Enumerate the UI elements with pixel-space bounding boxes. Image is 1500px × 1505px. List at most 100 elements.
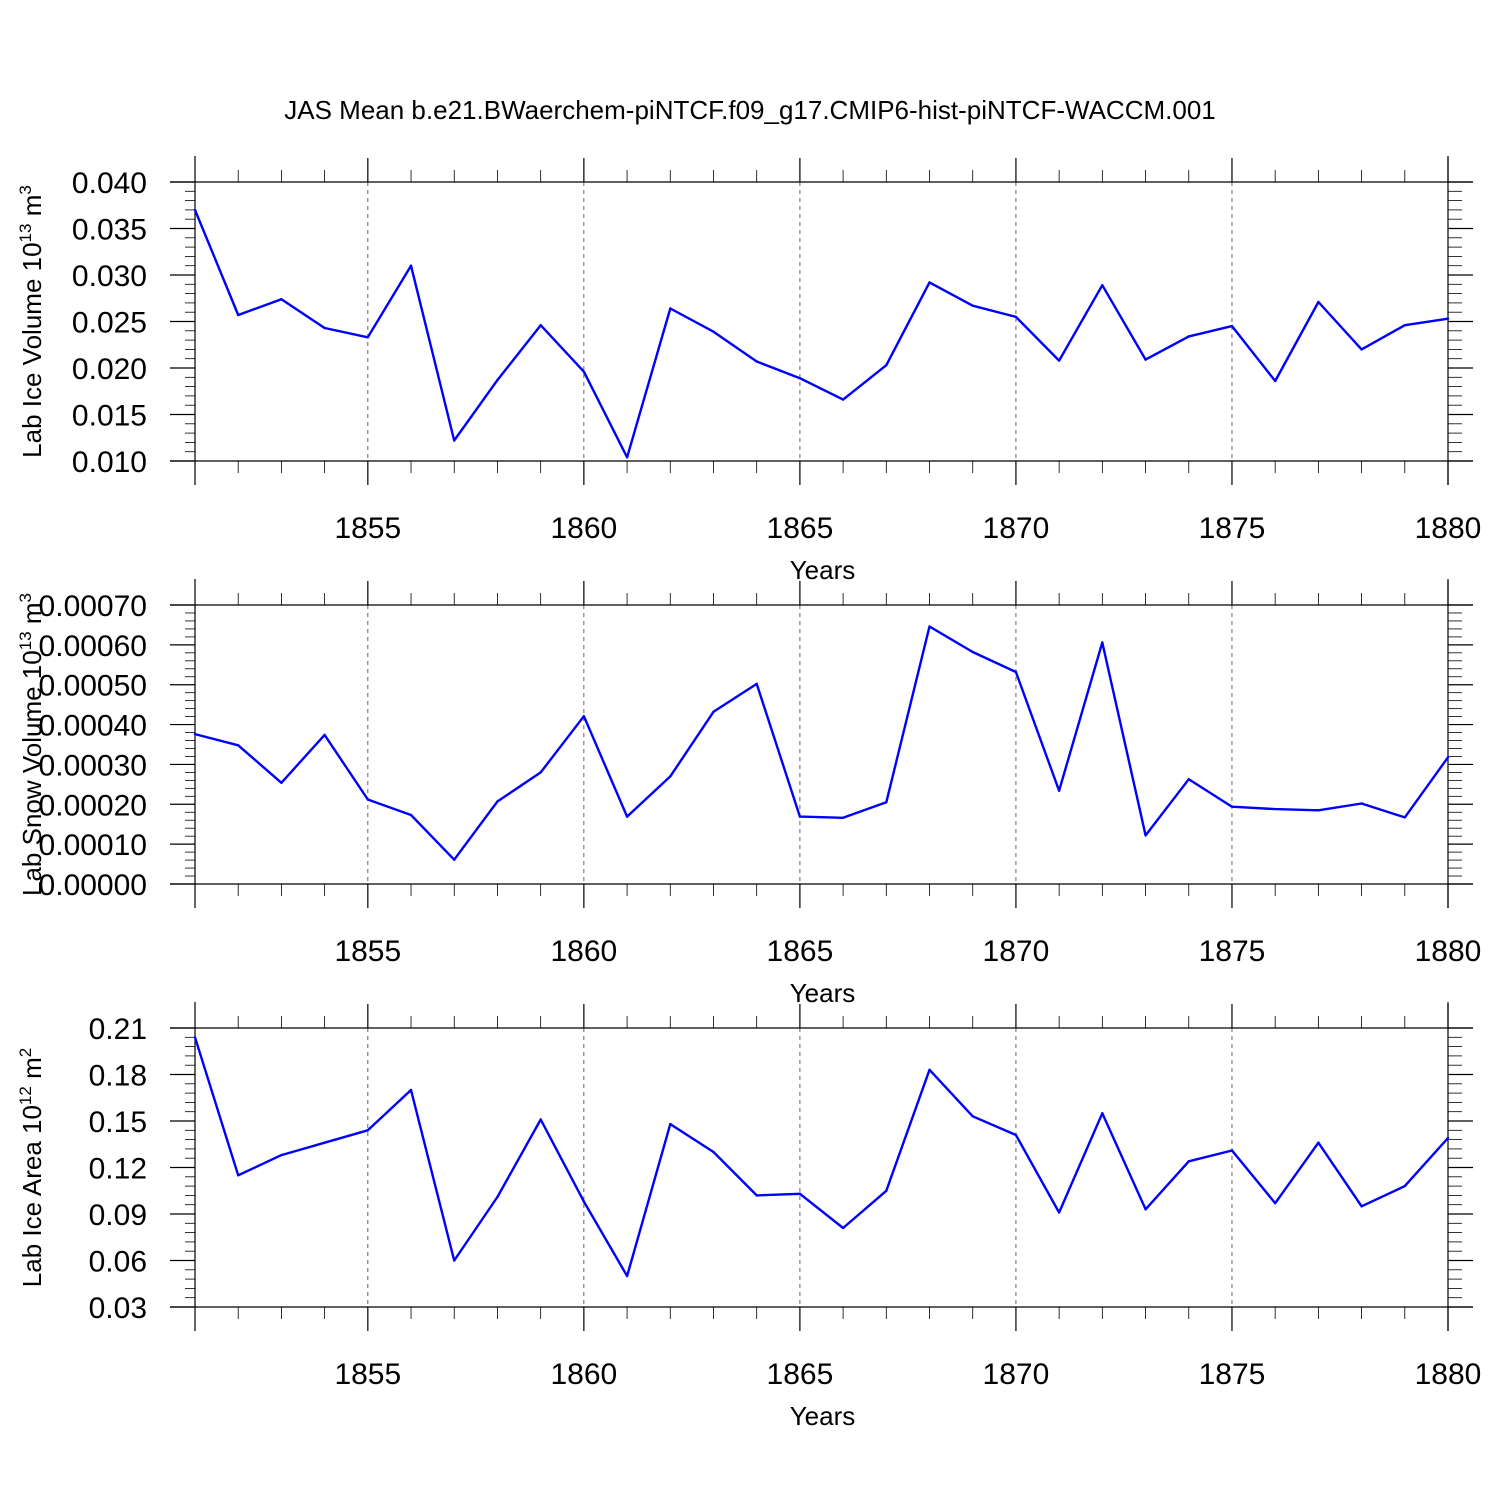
x-tick-label: 1855: [334, 1358, 401, 1391]
data-point: [582, 1200, 586, 1203]
data-point: [798, 1192, 802, 1196]
data-point: [237, 744, 240, 747]
data-point: [1317, 1141, 1320, 1144]
data-point: [1014, 1133, 1018, 1137]
data-point: [841, 816, 845, 820]
data-point: [453, 439, 456, 442]
y-tick-label: 0.21: [89, 1013, 147, 1046]
data-point: [280, 1153, 283, 1157]
y-axis-title-superscript: 2: [16, 1048, 35, 1057]
data-point: [1446, 1136, 1450, 1140]
y-tick-label: 0.00020: [39, 789, 147, 822]
data-point: [1144, 834, 1147, 837]
x-tick-label: 1870: [983, 512, 1050, 545]
data-point: [323, 1141, 326, 1144]
data-point: [193, 732, 197, 736]
data-point: [798, 815, 802, 818]
x-tick-label: 1860: [550, 1358, 617, 1391]
x-tick-label: 1870: [983, 1358, 1050, 1391]
panel-2: 0.00000 0.00010 0.00020 0.00030 0.00040 0.000…: [16, 579, 1481, 1008]
data-point: [1014, 670, 1018, 674]
data-point: [1273, 807, 1277, 811]
data-point: [755, 682, 758, 686]
x-tick-label: 1875: [1199, 935, 1266, 968]
data-point: [755, 360, 758, 363]
data-point: [453, 858, 456, 861]
data-point: [712, 710, 715, 714]
y-axis-title-superscript: 13: [16, 224, 35, 243]
y-tick-label: 0.025: [72, 307, 147, 340]
data-point: [409, 813, 413, 817]
y-tick-label: 0.015: [72, 400, 147, 433]
data-point: [193, 1036, 197, 1039]
data-point: [669, 1122, 672, 1126]
data-point: [885, 801, 888, 804]
data-point: [971, 650, 974, 654]
x-tick-label: 1855: [334, 512, 401, 545]
x-tick-label: 1855: [334, 935, 401, 968]
data-point: [1360, 802, 1363, 805]
x-tick-label: 1880: [1415, 512, 1482, 545]
data-point: [1403, 816, 1406, 819]
y-tick-label: 0.18: [89, 1060, 147, 1093]
y-tick-label: 0.040: [72, 167, 147, 200]
data-point: [453, 1259, 456, 1262]
y-axis-title-part: Lab Ice Volume 10: [17, 242, 47, 457]
data-point: [1360, 1205, 1363, 1208]
data-point: [366, 798, 370, 801]
x-tick-label: 1875: [1199, 512, 1266, 545]
data-point: [755, 1194, 758, 1197]
panel-1: 0.010 0.015 0.020 0.025 0.030 0.035 0.040 1855 1…: [16, 156, 1481, 585]
data-point: [323, 733, 326, 737]
data-point: [712, 330, 715, 333]
data-point: [1403, 324, 1406, 327]
data-point: [1230, 805, 1234, 808]
data-point: [496, 1195, 499, 1199]
data-point: [1057, 789, 1061, 792]
data-point: [280, 297, 283, 301]
x-tick-label: 1880: [1415, 935, 1482, 968]
y-tick-label: 0.00060: [39, 630, 147, 663]
y-tick-label: 0.035: [72, 214, 147, 247]
y-axis-title: Lab Ice Area 1012 m2: [16, 1048, 47, 1287]
x-axis-title: Years: [790, 555, 856, 585]
y-axis-title: Lab Snow Volume 1013 m3: [16, 593, 47, 896]
data-point: [237, 313, 240, 317]
data-point: [323, 326, 326, 330]
y-tick-label: 0.00000: [39, 869, 147, 902]
data-point: [409, 264, 413, 267]
data-point: [841, 398, 845, 401]
data-point: [1144, 1208, 1147, 1211]
y-tick-label: 0.010: [72, 446, 147, 479]
data-point: [1187, 335, 1190, 338]
data-point: [841, 1226, 845, 1230]
data-point: [539, 1118, 542, 1121]
y-axis-title-superscript: 3: [16, 593, 35, 602]
data-point: [1101, 284, 1104, 287]
data-point: [1014, 315, 1018, 319]
y-tick-label: 0.00070: [39, 590, 147, 623]
data-point: [193, 208, 197, 212]
data-point: [1101, 1112, 1104, 1115]
y-axis-title-part: m: [17, 1057, 47, 1086]
y-tick-label: 0.030: [72, 260, 147, 293]
series-line: [193, 1036, 1449, 1278]
data-point: [669, 775, 672, 778]
x-axis-title: Years: [790, 978, 856, 1008]
y-tick-label: 0.020: [72, 353, 147, 386]
data-point: [1446, 317, 1450, 320]
y-axis-title-part: m: [17, 602, 47, 631]
y-axis-title-part: m: [17, 195, 47, 224]
y-tick-label: 0.00030: [39, 749, 147, 782]
data-point: [1446, 756, 1450, 759]
x-tick-label: 1875: [1199, 1358, 1266, 1391]
data-point: [1057, 1211, 1061, 1214]
y-axis-title-superscript: 12: [16, 1086, 35, 1105]
y-axis-title-part: Lab Snow Volume 10: [17, 650, 47, 896]
x-tick-label: 1865: [767, 1358, 834, 1391]
data-point: [928, 1068, 931, 1072]
data-point: [1187, 777, 1190, 781]
y-tick-label: 0.00040: [39, 710, 147, 743]
